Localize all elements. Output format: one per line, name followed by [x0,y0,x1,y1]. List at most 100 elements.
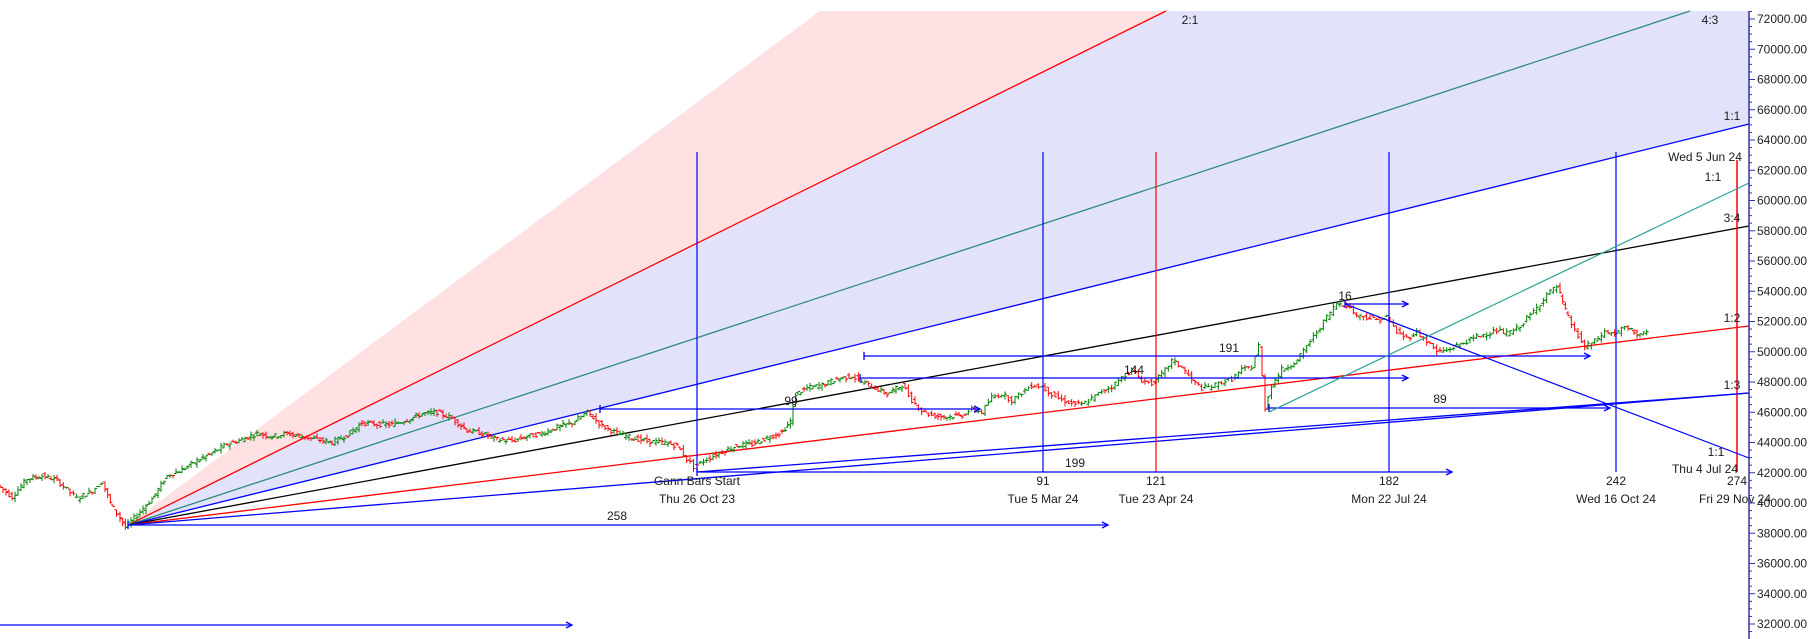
price-bar [732,446,736,453]
price-bar [1189,371,1194,384]
chart-annotation: 258 [607,509,627,523]
price-bar [1474,332,1479,339]
chart-annotation: 1:1 [1724,109,1741,123]
price-bar [549,429,553,434]
price-bar [213,448,217,454]
price-bar [627,434,631,441]
price-axis[interactable]: 72000.00 70000.00 68000.00 66000.00 64000.00… [1748,10,1807,639]
price-bar [1514,323,1519,332]
price-tick-label: 40000.00 [1757,496,1807,510]
projection-arrow-99[interactable] [599,405,982,413]
projection-arrow-258[interactable] [127,521,1110,529]
price-bar [138,509,142,518]
chart-annotation: 121 [1146,474,1166,488]
price-bar [339,435,343,440]
price-bar [531,433,535,438]
price-bar [1113,381,1117,391]
price-bar [43,472,47,480]
gann-bars-diagonal[interactable] [696,392,1750,473]
price-bar [537,432,541,435]
chart-annotation: 16 [1338,289,1352,303]
price-bar [246,437,250,441]
fan-line-1-3[interactable] [127,392,1750,526]
chart-annotation: 1:2 [1724,311,1741,325]
price-bar [835,376,839,380]
price-bar [132,513,136,525]
price-bar [558,424,562,432]
price-tick-label: 46000.00 [1757,405,1807,419]
projection-arrow-bottom[interactable] [0,621,574,629]
price-bar [435,409,439,417]
price-bar [983,404,987,417]
price-bar [555,423,559,431]
price-bar [19,483,23,492]
price-bar [1321,319,1326,331]
price-bar [1534,303,1539,315]
price-bar [726,445,730,451]
price-bar [711,453,715,461]
price-bar [642,437,646,442]
price-bar [600,420,604,428]
price-bar [1569,315,1574,329]
price-bar [1223,378,1227,387]
price-bar [823,383,827,388]
price-bar [603,425,607,431]
price-bar [1069,398,1074,407]
price-bar [832,381,836,385]
price-bar [1572,321,1577,332]
price-bar [7,489,11,498]
fan-line-4-3[interactable] [127,10,1691,526]
price-bar [654,437,658,446]
price-bar [1488,331,1492,339]
price-bar [771,434,775,440]
descending-trendline[interactable] [1344,303,1750,459]
gann-bars-tools [0,152,1750,629]
price-bar [71,490,76,496]
price-bar [120,517,125,527]
price-bar [681,445,686,457]
price-bar [1629,327,1633,331]
price-bar [1331,303,1336,317]
price-bar [267,436,271,439]
fan-line-1-2[interactable] [127,325,1750,526]
price-bar [210,452,214,456]
chart-annotation: 274 [1727,474,1747,488]
price-bar [306,435,310,441]
price-bar [621,430,625,436]
price-bar [729,446,733,452]
price-bar [765,435,769,440]
fan-line-3-4[interactable] [127,225,1750,526]
price-bar [986,398,991,406]
price-bar [4,488,8,496]
price-bar [1053,391,1057,398]
price-bar [354,427,358,434]
price-bar [345,435,349,438]
price-bar [909,391,914,404]
price-bar [744,440,748,450]
price-bar [1401,330,1406,341]
price-tick-label: 54000.00 [1757,284,1807,298]
projection-arrow-16[interactable] [1344,300,1410,308]
price-bar [1133,367,1137,375]
price-bar [1149,378,1154,387]
price-bar [1273,377,1277,388]
price-bar [1059,394,1064,402]
price-bar [225,443,229,446]
projection-arrow-144[interactable] [859,374,1410,382]
price-bar [799,391,803,396]
price-bar [1481,333,1486,338]
price-bar [1006,395,1011,403]
projection-arrow-191[interactable] [863,352,1592,360]
price-bar [1314,330,1319,339]
price-bar [1279,364,1284,379]
fan-line-1-1[interactable] [127,123,1750,526]
fan-line-2-1[interactable] [127,10,1167,526]
price-bar [1260,346,1264,377]
price-bar [118,511,122,523]
price-bar [829,378,833,386]
teal-1-1-line[interactable] [1268,182,1750,413]
price-bar [198,458,202,463]
price-bar [859,378,864,383]
price-bar [591,414,595,420]
